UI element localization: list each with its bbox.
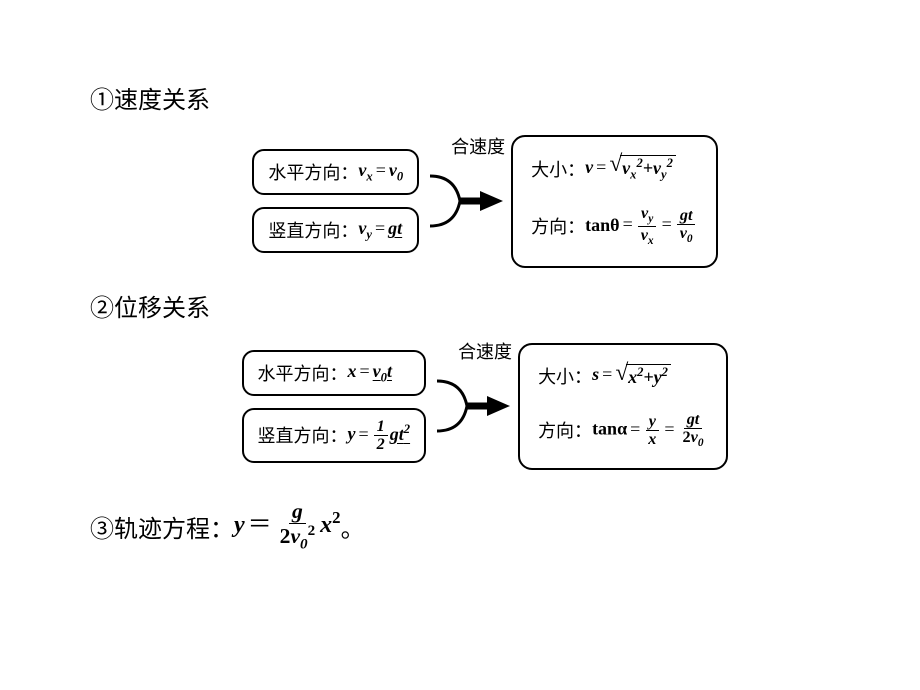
s-dir-label: 方向： <box>538 417 592 443</box>
velocity-arrow-section: 合速度 <box>425 161 505 241</box>
velocity-output: 大小： v=√vx2+vy2 方向： tanθ=vyvx=gtv0 <box>511 135 717 268</box>
box-y: 竖直方向： y=12gt2 <box>242 408 427 463</box>
y-formula: y=12gt2 <box>348 418 411 453</box>
s-direction-line: 方向： tanα=yx=gt2v0 <box>538 405 708 456</box>
merge-arrow-icon <box>425 161 505 241</box>
section-velocity-title: ①速度关系 <box>90 80 830 115</box>
vy-label: 竖直方向： <box>268 217 358 243</box>
velocity-inputs: 水平方向： vx=v0 竖直方向： vy=gt <box>252 149 419 253</box>
merge-arrow-icon <box>432 366 512 446</box>
v-dir-formula: tanθ=vyvx=gtv0 <box>585 205 697 248</box>
trajectory-title: ③轨迹方程： <box>90 509 234 544</box>
trajectory-period: 。 <box>341 509 365 544</box>
box-x: 水平方向： x=v0t <box>242 350 427 396</box>
box-vx: 水平方向： vx=v0 <box>252 149 419 195</box>
section-trajectory: ③轨迹方程： y＝g2v02x2 。 <box>90 500 830 553</box>
s-mag-label: 大小： <box>538 363 592 389</box>
s-dir-formula: tanα=yx=gt2v0 <box>592 411 708 450</box>
s-mag-formula: s=√x2+y2 <box>592 364 671 388</box>
velocity-diagram: 水平方向： vx=v0 竖直方向： vy=gt 合速度 大小： v=√vx2+v… <box>90 135 830 268</box>
s-magnitude-line: 大小： s=√x2+y2 <box>538 357 708 395</box>
displacement-arrow-label: 合速度 <box>458 338 512 364</box>
displacement-inputs: 水平方向： x=v0t 竖直方向： y=12gt2 <box>242 350 427 463</box>
trajectory-formula: y＝g2v02x2 <box>234 500 341 553</box>
vx-label: 水平方向： <box>268 159 358 185</box>
x-label: 水平方向： <box>258 360 348 386</box>
v-mag-label: 大小： <box>531 156 585 182</box>
vx-formula: vx=v0 <box>358 160 403 185</box>
displacement-arrow-section: 合速度 <box>432 366 512 446</box>
v-mag-formula: v=√vx2+vy2 <box>585 155 676 183</box>
displacement-diagram: 水平方向： x=v0t 竖直方向： y=12gt2 合速度 大小： s=√x2+… <box>90 343 830 470</box>
section-displacement-title: ②位移关系 <box>90 288 830 323</box>
x-formula: x=v0t <box>348 361 392 386</box>
box-vy: 竖直方向： vy=gt <box>252 207 419 253</box>
v-direction-line: 方向： tanθ=vyvx=gtv0 <box>531 199 697 254</box>
y-label: 竖直方向： <box>258 422 348 448</box>
velocity-arrow-label: 合速度 <box>451 133 505 159</box>
v-magnitude-line: 大小： v=√vx2+vy2 <box>531 149 697 189</box>
displacement-output: 大小： s=√x2+y2 方向： tanα=yx=gt2v0 <box>518 343 728 470</box>
vy-formula: vy=gt <box>358 218 402 243</box>
v-dir-label: 方向： <box>531 213 585 239</box>
